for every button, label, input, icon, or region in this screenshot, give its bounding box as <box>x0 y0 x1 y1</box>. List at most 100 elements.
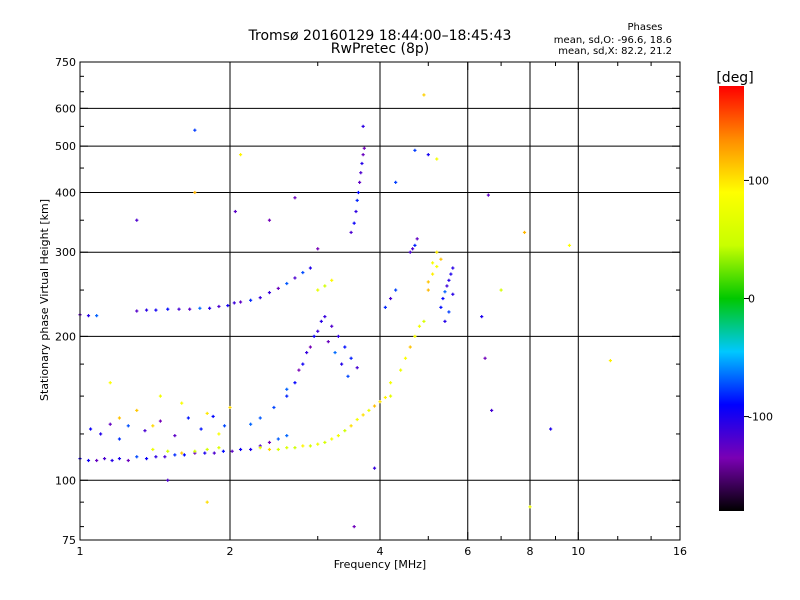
data-point <box>417 324 422 328</box>
data-point <box>203 451 207 455</box>
data-point <box>276 447 280 452</box>
phase-title: Phases <box>627 22 662 33</box>
data-point <box>312 334 316 338</box>
data-point <box>483 356 487 360</box>
data-point <box>435 157 439 161</box>
data-point <box>549 427 553 431</box>
x-axis-label: Frequency [MHz] <box>334 558 426 571</box>
colorbar-tick-label: 100 <box>748 174 769 187</box>
data-point <box>249 298 253 302</box>
data-point <box>378 400 382 404</box>
data-point <box>330 437 334 441</box>
data-point <box>346 374 350 378</box>
data-point <box>293 381 297 385</box>
data-point <box>158 419 163 423</box>
data-point <box>355 366 359 370</box>
data-point <box>361 153 365 157</box>
data-point <box>188 307 192 311</box>
data-point <box>217 304 221 309</box>
data-point <box>426 153 430 157</box>
data-point <box>343 345 347 349</box>
data-point <box>199 427 203 431</box>
data-point <box>205 500 209 504</box>
data-point <box>108 422 112 426</box>
data-point <box>403 356 408 360</box>
data-point <box>410 247 415 251</box>
data-point <box>135 408 139 413</box>
data-point <box>285 446 289 450</box>
chart-title: Tromsø 20160129 18:44:00–18:45:43 <box>248 28 512 44</box>
data-point <box>135 218 139 222</box>
data-point <box>451 266 455 270</box>
data-point <box>394 288 398 292</box>
data-point <box>117 416 122 420</box>
data-point <box>293 196 297 200</box>
data-point <box>217 446 221 450</box>
data-point <box>330 278 334 282</box>
data-point <box>228 405 232 410</box>
data-point <box>447 278 451 282</box>
data-point <box>486 193 490 197</box>
data-point <box>355 417 359 422</box>
data-point <box>117 437 122 441</box>
data-point <box>135 455 139 459</box>
data-point <box>95 458 99 463</box>
x-tick-label: 2 <box>227 545 234 558</box>
data-point <box>238 447 243 452</box>
colorbar-label: [deg] <box>716 70 753 86</box>
data-point <box>86 458 91 463</box>
data-point <box>355 198 359 203</box>
data-point <box>323 315 327 319</box>
data-point <box>151 447 155 452</box>
data-point <box>367 408 371 413</box>
data-point <box>293 446 297 450</box>
data-point <box>451 292 455 296</box>
colorbar <box>719 86 744 511</box>
axis-ticks: 1 2 4 6 8 10 16 75 100 200 300 400 500 600 750 <box>55 56 687 558</box>
data-point <box>154 308 158 312</box>
data-point <box>86 314 91 318</box>
data-point <box>126 458 130 463</box>
data-point <box>285 387 289 391</box>
data-point <box>285 281 289 286</box>
data-point <box>143 429 147 433</box>
data-point <box>88 427 93 431</box>
data-point <box>205 447 209 452</box>
data-point <box>408 250 412 254</box>
colorbar-tick-label: -100 <box>748 411 773 424</box>
data-point <box>285 394 289 398</box>
data-point <box>360 161 364 166</box>
data-point <box>356 190 360 195</box>
colorbar-ticks: 100 0 -100 <box>744 174 773 424</box>
y-tick-label: 75 <box>62 534 76 547</box>
data-point <box>522 230 527 235</box>
data-point <box>336 434 340 438</box>
chart-subtitle: RwPretec (8p) <box>331 41 429 57</box>
data-point <box>276 286 280 291</box>
data-point <box>394 180 398 184</box>
data-point <box>267 218 272 222</box>
data-point <box>267 290 272 295</box>
data-point <box>319 319 323 323</box>
data-point <box>205 411 209 416</box>
data-point <box>308 444 313 448</box>
data-point <box>323 440 327 445</box>
y-tick-label: 750 <box>55 56 76 69</box>
y-tick-label: 100 <box>55 474 76 487</box>
data-point <box>193 449 197 453</box>
data-point <box>99 432 103 436</box>
data-point <box>447 310 451 314</box>
data-point <box>383 395 387 400</box>
data-point <box>154 455 158 459</box>
data-point <box>222 424 227 428</box>
data-point <box>267 440 272 445</box>
data-point <box>352 525 356 529</box>
x-tick-label: 16 <box>673 545 687 558</box>
data-point <box>352 221 356 225</box>
data-point <box>182 453 186 457</box>
data-point <box>198 306 202 310</box>
data-point <box>528 505 532 509</box>
data-point <box>349 230 353 235</box>
data-point <box>336 334 340 338</box>
